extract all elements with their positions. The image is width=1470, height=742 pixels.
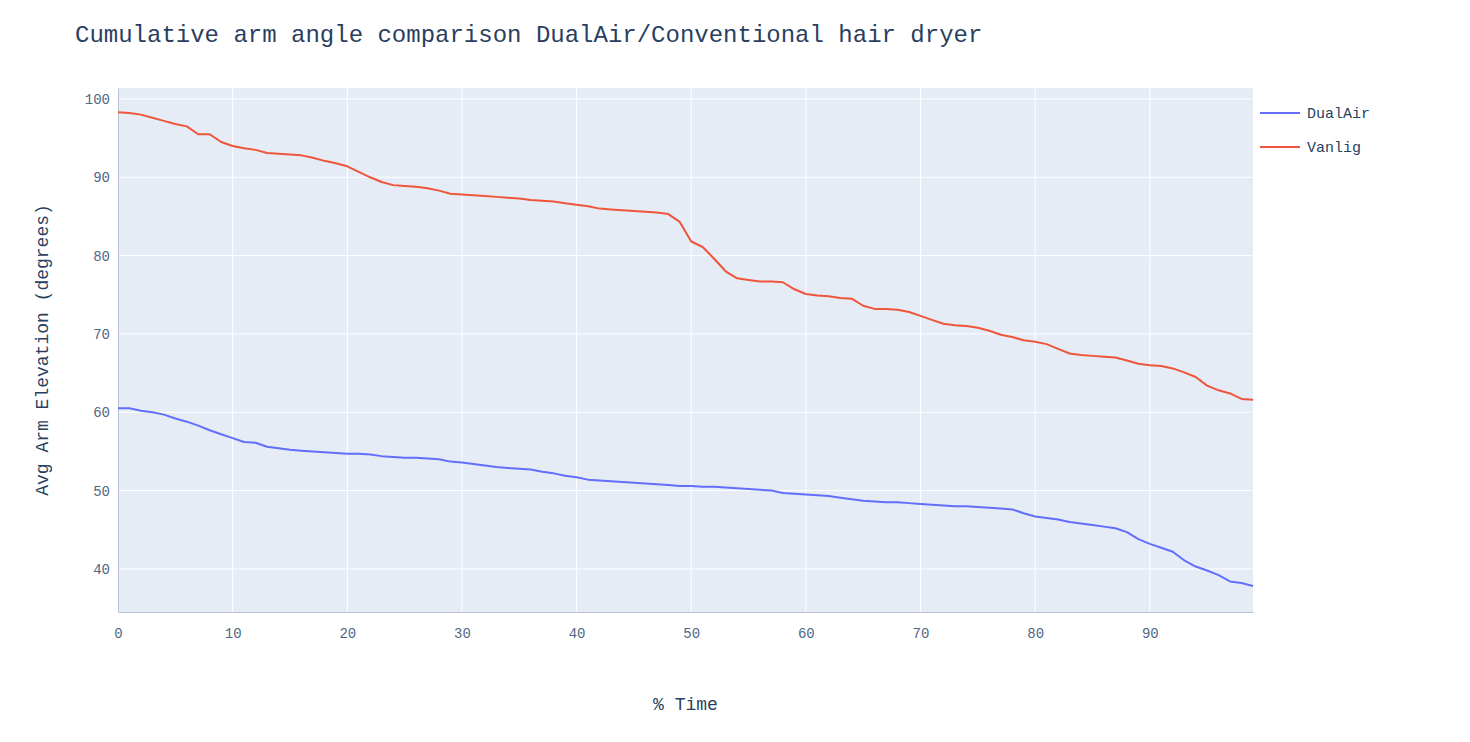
y-tick-label: 60	[93, 405, 110, 421]
x-grid-line	[461, 88, 462, 612]
x-tick: 60	[798, 612, 815, 642]
x-grid-line	[232, 88, 233, 612]
y-grid-line	[118, 177, 1253, 178]
series-line	[118, 408, 1253, 586]
x-grid-line	[1149, 88, 1150, 612]
x-tick: 90	[1142, 612, 1159, 642]
legend-swatch	[1260, 146, 1300, 148]
y-grid-line	[118, 255, 1253, 256]
x-tick: 20	[339, 612, 356, 642]
legend-label: Vanlig	[1307, 140, 1361, 157]
series-line	[118, 112, 1253, 399]
x-grid-line	[576, 88, 577, 612]
y-tick: 90	[93, 170, 118, 186]
plot-background	[118, 88, 1253, 612]
legend: DualAir Vanlig	[1260, 106, 1370, 157]
x-tick-label: 40	[569, 626, 586, 642]
x-tick-label: 10	[225, 626, 242, 642]
y-tick-label: 80	[93, 249, 110, 265]
x-tick-label: 80	[1027, 626, 1044, 642]
x-tick: 70	[913, 612, 930, 642]
y-tick-label: 90	[93, 170, 110, 186]
x-tick-label: 30	[454, 626, 471, 642]
y-tick: 100	[85, 92, 118, 108]
y-grid-line	[118, 333, 1253, 334]
x-grid-line	[1035, 88, 1036, 612]
x-axis: 0 10 20 30 40 50 60 70 80 90	[114, 612, 1253, 642]
chart: 0 10 20 30 40 50 60 70 80 90 40 50 60 70 80 90 100 Cumula…	[0, 0, 1470, 742]
y-tick: 50	[93, 484, 118, 500]
y-tick: 70	[93, 327, 118, 343]
x-tick-label: 60	[798, 626, 815, 642]
x-tick-label: 20	[339, 626, 356, 642]
y-tick-label: 100	[85, 92, 110, 108]
grid	[118, 88, 1253, 612]
x-axis-title: % Time	[653, 695, 718, 715]
x-tick: 0	[114, 612, 122, 642]
legend-swatch	[1260, 112, 1300, 114]
x-tick: 80	[1027, 612, 1044, 642]
x-tick: 50	[683, 612, 700, 642]
x-grid-line	[920, 88, 921, 612]
chart-title: Cumulative arm angle comparison DualAir/…	[75, 22, 982, 49]
y-grid-line	[118, 568, 1253, 569]
y-axis-title: Avg Arm Elevation (degrees)	[33, 204, 53, 496]
y-grid-line	[118, 412, 1253, 413]
x-tick-label: 0	[114, 626, 122, 642]
y-tick-label: 40	[93, 562, 110, 578]
x-tick-label: 70	[913, 626, 930, 642]
x-tick-label: 90	[1142, 626, 1159, 642]
x-tick: 10	[225, 612, 242, 642]
legend-label: DualAir	[1307, 106, 1370, 123]
y-tick-label: 50	[93, 484, 110, 500]
y-grid-line	[118, 490, 1253, 491]
y-axis-line	[118, 89, 119, 613]
x-axis-line	[119, 612, 1254, 613]
plot-area	[118, 112, 1253, 586]
x-tick-label: 50	[683, 626, 700, 642]
x-grid-line	[805, 88, 806, 612]
x-grid-line	[691, 88, 692, 612]
y-axis: 40 50 60 70 80 90 100	[85, 89, 119, 613]
x-tick: 30	[454, 612, 471, 642]
y-tick: 40	[93, 562, 118, 578]
y-tick: 60	[93, 405, 118, 421]
y-tick: 80	[93, 249, 118, 265]
y-grid-line	[118, 98, 1253, 99]
x-tick: 40	[569, 612, 586, 642]
y-tick-label: 70	[93, 327, 110, 343]
x-grid-line	[118, 88, 119, 612]
